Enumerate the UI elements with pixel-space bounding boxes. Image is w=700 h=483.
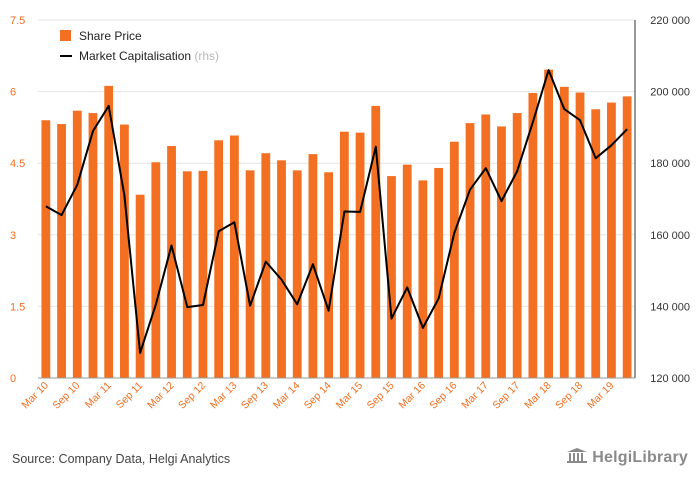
x-tick-label: Mar 15: [334, 380, 366, 412]
left-axis-labels: 0 1.5 3 4.5 6 7.5: [10, 15, 25, 385]
bar: [151, 162, 161, 378]
bar: [72, 110, 82, 379]
bar: [198, 170, 208, 378]
bar: [292, 170, 302, 378]
bar: [387, 176, 396, 378]
library-building-icon: [567, 448, 588, 463]
bar: [214, 140, 224, 378]
bar: [402, 164, 412, 378]
bar: [355, 132, 365, 378]
x-tick-label: Sep 14: [302, 380, 334, 412]
x-tick-label: Mar 11: [83, 380, 114, 411]
x-tick-label: Sep 16: [427, 380, 459, 412]
bar: [622, 96, 632, 378]
bar: [245, 170, 255, 378]
x-tick-label: Mar 19: [585, 380, 617, 412]
left-tick-label: 1.5: [10, 301, 25, 313]
x-tick-label: Sep 15: [365, 380, 397, 412]
right-axis-labels: 120 000 140 000 160 000 180 000 200 000 220 0…: [650, 15, 690, 385]
x-tick-label: Mar 17: [459, 380, 491, 412]
bar: [371, 105, 381, 379]
legend-rhs-note: (rhs): [194, 49, 219, 63]
x-tick-label: Sep 13: [239, 380, 271, 412]
bar: [418, 180, 428, 378]
bar: [512, 113, 522, 378]
legend: Share Price Market Capitalisation (rhs): [60, 29, 219, 63]
bar: [607, 102, 616, 378]
bar: [135, 194, 145, 378]
bar: [261, 153, 271, 378]
bar: [57, 124, 66, 378]
right-tick-label: 140 000: [650, 301, 690, 313]
source-note: Source: Company Data, Helgi Analytics: [12, 452, 231, 466]
bar: [449, 141, 459, 378]
left-tick-label: 3: [10, 230, 16, 242]
x-tick-label: Mar 10: [19, 380, 51, 412]
right-tick-label: 180 000: [650, 158, 690, 170]
right-tick-label: 160 000: [650, 230, 690, 242]
x-tick-label: Sep 11: [114, 380, 146, 412]
x-tick-label: Mar 18: [522, 380, 554, 412]
x-tick-label: Mar 12: [145, 380, 177, 412]
bar: [497, 126, 506, 378]
bar: [229, 135, 239, 378]
brand-logo: HelgiLibrary: [566, 448, 688, 467]
right-tick-label: 120 000: [650, 373, 690, 385]
combo-chart: 0 1.5 3 4.5 6 7.5 120 000 140 000 160 000 180 000…: [10, 15, 690, 412]
left-tick-label: 6: [10, 87, 16, 99]
legend-swatch-share-price: [60, 30, 71, 41]
bar: [339, 131, 349, 378]
left-tick-label: 4.5: [10, 158, 25, 170]
legend-label-market-cap: Market Capitalisation (rhs): [79, 49, 219, 63]
x-tick-label: Sep 17: [490, 380, 522, 412]
bar: [88, 113, 98, 378]
bar: [120, 124, 129, 378]
x-tick-label: Mar 14: [271, 380, 303, 412]
x-tick-label: Mar 13: [208, 380, 240, 412]
bar: [434, 167, 444, 378]
bar: [182, 171, 192, 378]
footer: [0, 438, 700, 483]
x-tick-label: Sep 18: [553, 380, 585, 412]
x-tick-label: Sep 12: [176, 380, 208, 412]
bar-series: [41, 69, 632, 379]
bar: [591, 109, 601, 379]
bar: [575, 92, 585, 379]
x-tick-label: Mar 16: [396, 380, 428, 412]
bar: [465, 123, 475, 378]
market-cap-line: [45, 69, 628, 354]
bar: [324, 172, 334, 378]
bar: [167, 146, 176, 378]
x-tick-label: Sep 10: [50, 380, 82, 412]
bar: [104, 85, 114, 378]
bar: [41, 120, 51, 379]
bar: [528, 93, 538, 379]
legend-label-share-price: Share Price: [79, 29, 142, 43]
bar: [481, 114, 491, 379]
right-tick-label: 200 000: [650, 87, 690, 99]
right-tick-label: 220 000: [650, 15, 690, 27]
bar: [559, 86, 569, 379]
bar: [544, 69, 553, 378]
brand-name: HelgiLibrary: [592, 449, 688, 466]
left-tick-label: 0: [10, 373, 16, 385]
x-axis-labels: Mar 10 Sep 10 Mar 11 Sep 11 Mar 12 Sep 12 Mar …: [19, 380, 616, 412]
bar: [277, 160, 286, 378]
left-tick-label: 7.5: [10, 15, 25, 27]
